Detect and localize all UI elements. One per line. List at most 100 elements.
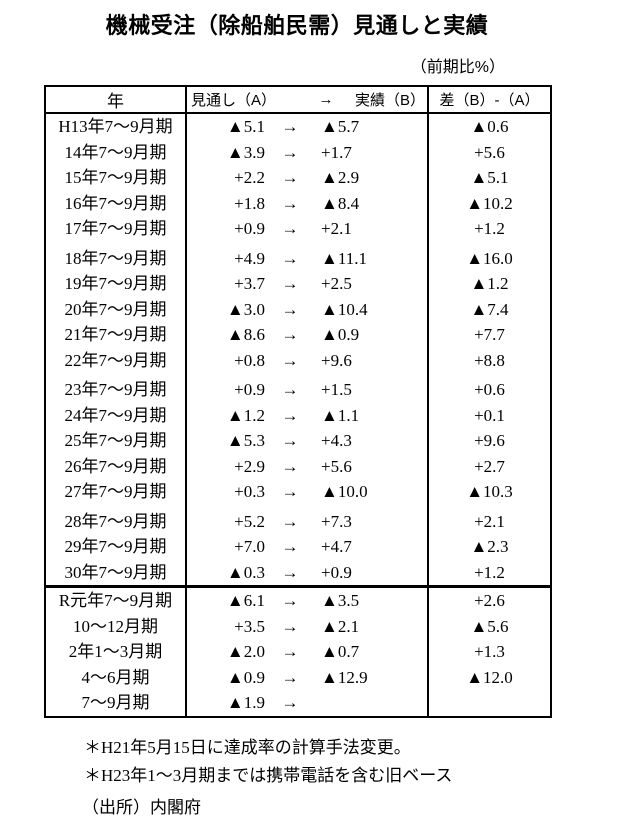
row-year: 24年7～9月期 bbox=[64, 405, 167, 425]
row-forecast: +0.3 bbox=[234, 482, 265, 501]
table-row: 22年7～9月期 +0.8 → +9.6 +8.8 bbox=[45, 347, 551, 373]
row-year: 10～12月期 bbox=[73, 616, 158, 636]
row-forecast: ▲0.9 bbox=[226, 667, 265, 687]
row-values-cell: +0.9 → +2.1 bbox=[185, 216, 428, 242]
table-row: R元年7～9月期 ▲6.1 → ▲3.5 +2.6 bbox=[45, 585, 551, 614]
row-diff: ▲5.1 bbox=[427, 165, 551, 191]
row-forecast: +4.9 bbox=[234, 248, 265, 268]
row-forecast: +7.0 bbox=[234, 537, 265, 556]
row-year: 16年7～9月期 bbox=[64, 193, 167, 213]
row-forecast: +5.2 bbox=[234, 511, 265, 531]
table-row: 2年1～3月期 ▲2.0 → ▲0.7 +1.3 bbox=[45, 639, 551, 665]
row-actual: +1.7 bbox=[321, 142, 352, 162]
row-year: 14年7～9月期 bbox=[64, 142, 167, 162]
row-arrow-icon: → bbox=[281, 350, 299, 370]
page-title: 機械受注（除船舶民需）見通しと実績 bbox=[105, 13, 489, 38]
row-diff: ▲7.4 bbox=[427, 296, 551, 322]
row-actual: ▲2.1 bbox=[321, 616, 360, 636]
row-diff: +2.7 bbox=[427, 453, 551, 479]
row-actual: +9.6 bbox=[321, 350, 352, 370]
row-values-cell: +0.8 → +9.6 bbox=[185, 347, 428, 373]
unit-note: （前期比%） bbox=[410, 59, 505, 76]
row-arrow-icon: → bbox=[281, 299, 299, 319]
row-year: 26年7～9月期 bbox=[64, 456, 167, 476]
row-diff: ▲12.0 bbox=[427, 664, 551, 690]
row-year: 18年7～9月期 bbox=[64, 248, 167, 268]
row-arrow-icon: → bbox=[281, 456, 299, 476]
table-row: 18年7～9月期 +4.9 → ▲11.1 ▲16.0 bbox=[45, 241, 551, 271]
row-arrow-icon: → bbox=[281, 405, 299, 425]
table-row: 27年7～9月期 +0.3 → ▲10.0 ▲10.3 bbox=[45, 479, 551, 505]
source-note: （出所）内閣府 bbox=[82, 797, 201, 817]
header-diff: 差（B）-（A） bbox=[427, 86, 551, 114]
row-arrow-icon: → bbox=[281, 274, 299, 293]
row-diff: ▲1.2 bbox=[427, 271, 551, 297]
header-arrow-icon: → bbox=[318, 91, 334, 108]
row-arrow-icon: → bbox=[281, 117, 299, 136]
row-diff: +1.2 bbox=[427, 559, 551, 587]
row-actual: ▲1.1 bbox=[321, 405, 360, 425]
row-diff: ▲10.2 bbox=[427, 190, 551, 216]
row-forecast: ▲1.9 bbox=[226, 693, 265, 712]
row-diff: ▲5.6 bbox=[427, 613, 551, 639]
table-row: 16年7～9月期 +1.8 → ▲8.4 ▲10.2 bbox=[45, 190, 551, 216]
row-diff: ▲16.0 bbox=[427, 241, 551, 271]
row-values-cell: +2.9 → +5.6 bbox=[185, 453, 428, 479]
row-arrow-icon: → bbox=[281, 325, 299, 344]
row-year: 21年7～9月期 bbox=[64, 325, 167, 344]
row-values-cell: ▲2.0 → ▲0.7 bbox=[185, 639, 428, 665]
row-arrow-icon: → bbox=[281, 591, 299, 610]
header-year: 年 bbox=[45, 86, 186, 114]
row-values-cell: +2.2 → ▲2.9 bbox=[185, 165, 428, 191]
row-year: 23年7～9月期 bbox=[64, 380, 167, 399]
row-arrow-icon: → bbox=[281, 562, 299, 582]
row-diff: +0.6 bbox=[427, 373, 551, 403]
row-diff: +2.6 bbox=[427, 585, 551, 614]
row-diff bbox=[427, 690, 551, 717]
row-diff: ▲10.3 bbox=[427, 479, 551, 505]
forecast-actual-table: 年 見通し（A） → 実績（B） 差（B）-（A） H13年7～9月期 ▲5.1… bbox=[44, 85, 552, 718]
row-arrow-icon: → bbox=[281, 219, 299, 238]
row-values-cell: +0.3 → ▲10.0 bbox=[185, 479, 428, 505]
row-values-cell: ▲1.2 → ▲1.1 bbox=[185, 402, 428, 428]
row-values-cell: ▲0.3 → +0.9 bbox=[185, 559, 428, 587]
row-values-cell: ▲5.3 → +4.3 bbox=[185, 428, 428, 454]
table-row: 15年7～9月期 +2.2 → ▲2.9 ▲5.1 bbox=[45, 165, 551, 191]
row-actual: ▲8.4 bbox=[321, 193, 360, 213]
row-actual: +2.5 bbox=[321, 274, 352, 293]
row-diff: +9.6 bbox=[427, 428, 551, 454]
row-arrow-icon: → bbox=[281, 380, 299, 399]
row-forecast: +2.9 bbox=[234, 456, 265, 476]
row-actual: ▲10.0 bbox=[321, 482, 368, 501]
row-arrow-icon: → bbox=[281, 642, 299, 661]
row-actual: +1.5 bbox=[321, 380, 352, 399]
row-actual: +7.3 bbox=[321, 511, 352, 531]
row-forecast: +2.2 bbox=[234, 168, 265, 187]
row-year: 28年7～9月期 bbox=[64, 511, 167, 531]
table-row: 29年7～9月期 +7.0 → +4.7 ▲2.3 bbox=[45, 534, 551, 560]
row-forecast: ▲3.9 bbox=[226, 142, 265, 162]
row-actual: +0.9 bbox=[321, 562, 352, 582]
row-actual: +4.7 bbox=[321, 537, 352, 556]
table-row: 25年7～9月期 ▲5.3 → +4.3 +9.6 bbox=[45, 428, 551, 454]
row-diff: +1.2 bbox=[427, 216, 551, 242]
row-actual: ▲2.9 bbox=[321, 168, 360, 187]
row-actual: +2.1 bbox=[321, 219, 352, 238]
table-row: 24年7～9月期 ▲1.2 → ▲1.1 +0.1 bbox=[45, 402, 551, 428]
row-arrow-icon: → bbox=[281, 248, 299, 268]
footnote-old-base: ＊H23年1～3月期までは携帯電話を含む旧ベース bbox=[84, 765, 453, 785]
table-row: 26年7～9月期 +2.9 → +5.6 +2.7 bbox=[45, 453, 551, 479]
row-values-cell: ▲6.1 → ▲3.5 bbox=[185, 585, 428, 614]
row-values-cell: ▲5.1 → ▲5.7 bbox=[185, 113, 428, 140]
row-year: 22年7～9月期 bbox=[64, 350, 167, 370]
row-year: 19年7～9月期 bbox=[64, 274, 167, 293]
row-diff: +8.8 bbox=[427, 347, 551, 373]
header-forecast: 見通し（A） bbox=[191, 92, 277, 109]
row-arrow-icon: → bbox=[281, 537, 299, 556]
row-forecast: ▲6.1 bbox=[226, 591, 265, 610]
table-body: H13年7～9月期 ▲5.1 → ▲5.7 ▲0.6 14年7～9月期 ▲3.9… bbox=[45, 113, 551, 717]
row-forecast: +0.9 bbox=[234, 219, 265, 238]
footnote-calc-method: ＊H21年5月15日に達成率の計算手法変更。 bbox=[84, 737, 411, 757]
row-values-cell: +5.2 → +7.3 bbox=[185, 504, 428, 534]
row-arrow-icon: → bbox=[281, 667, 299, 687]
